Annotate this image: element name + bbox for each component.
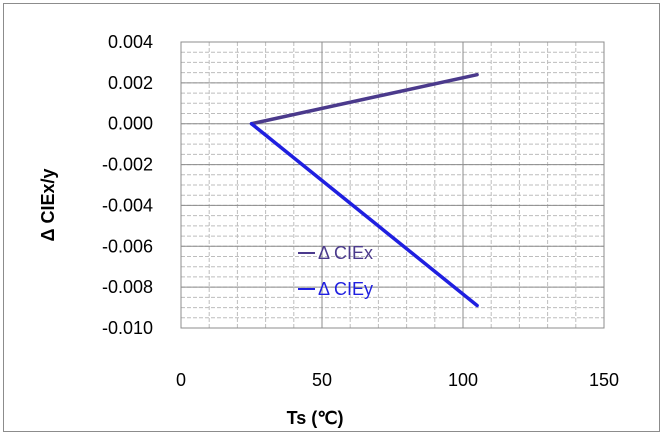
y-tick-label: 0.002 xyxy=(108,73,153,93)
series-line-delta-ciex xyxy=(249,72,479,126)
y-tick-label: 0.004 xyxy=(108,32,153,52)
legend-label: Δ CIEy xyxy=(318,279,373,299)
y-tick-label: -0.010 xyxy=(102,318,153,338)
series-lines xyxy=(249,72,479,308)
series-line-delta-ciey xyxy=(249,121,479,308)
y-tick-label: -0.006 xyxy=(102,236,153,256)
x-tick-labels: 0 50 100 150 xyxy=(176,370,619,390)
x-tick-label: 0 xyxy=(176,370,186,390)
chart-frame xyxy=(3,3,660,432)
legend: Δ CIEx Δ CIEy xyxy=(298,243,373,299)
y-axis-title: Δ CIEx/y xyxy=(38,169,58,242)
x-tick-label: 50 xyxy=(312,370,332,390)
y-tick-label: -0.004 xyxy=(102,195,153,215)
legend-label: Δ CIEx xyxy=(318,243,373,263)
y-tick-labels: 0.004 0.002 0.000 -0.002 -0.004 -0.006 -0.008 -… xyxy=(102,32,153,338)
y-tick-label: 0.000 xyxy=(108,114,153,134)
x-tick-label: 150 xyxy=(589,370,619,390)
x-tick-label: 100 xyxy=(448,370,478,390)
plot-area-border xyxy=(180,41,605,329)
x-axis-title: Ts (℃) xyxy=(287,408,344,428)
y-tick-label: -0.002 xyxy=(102,155,153,175)
y-tick-label: -0.008 xyxy=(102,277,153,297)
minor-gridlines xyxy=(181,42,604,328)
